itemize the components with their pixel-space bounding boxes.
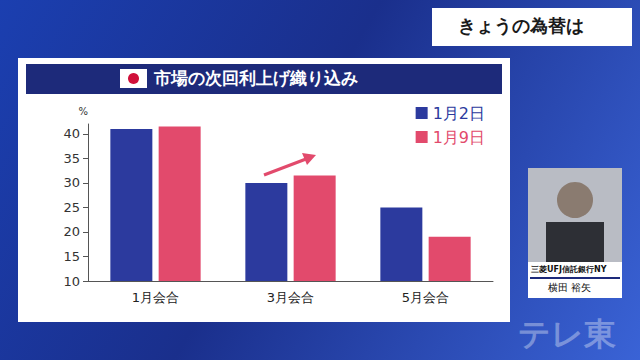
svg-text:テレ東: テレ東 — [518, 315, 616, 353]
svg-text:30: 30 — [63, 175, 80, 190]
svg-text:5月会合: 5月会合 — [402, 290, 449, 305]
svg-text:3月会合: 3月会合 — [267, 290, 314, 305]
svg-text:%: % — [78, 106, 88, 117]
svg-text:35: 35 — [63, 151, 80, 166]
svg-text:20: 20 — [63, 224, 80, 239]
svg-text:1月9日: 1月9日 — [433, 128, 485, 147]
svg-text:25: 25 — [63, 200, 80, 215]
svg-text:40: 40 — [63, 126, 80, 141]
svg-text:きょうの為替は: きょうの為替は — [458, 15, 584, 36]
svg-text:横田 裕矢: 横田 裕矢 — [548, 282, 591, 293]
svg-text:10: 10 — [63, 274, 80, 289]
svg-text:1月2日: 1月2日 — [433, 104, 485, 123]
svg-text:三菱UFJ信託銀行NY: 三菱UFJ信託銀行NY — [531, 265, 607, 274]
svg-text:1月会合: 1月会合 — [132, 290, 179, 305]
svg-text:市場の次回利上げ織り込み: 市場の次回利上げ織り込み — [153, 68, 358, 88]
svg-text:15: 15 — [63, 249, 80, 264]
